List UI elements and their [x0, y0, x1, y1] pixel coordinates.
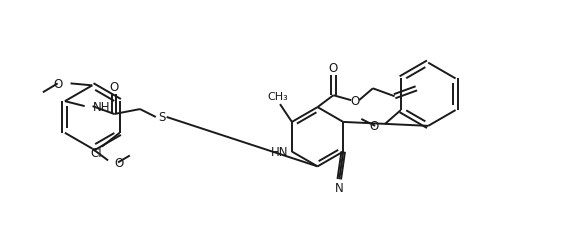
Text: NH: NH [93, 100, 110, 113]
Text: O: O [114, 156, 123, 169]
Text: O: O [110, 80, 119, 94]
Text: S: S [158, 111, 165, 124]
Text: O: O [329, 62, 338, 75]
Text: O: O [370, 120, 379, 133]
Text: N: N [335, 181, 344, 194]
Text: O: O [351, 94, 360, 107]
Text: CH₃: CH₃ [268, 92, 288, 102]
Text: O: O [53, 78, 63, 91]
Text: HN: HN [270, 146, 288, 158]
Text: Cl: Cl [90, 146, 102, 159]
